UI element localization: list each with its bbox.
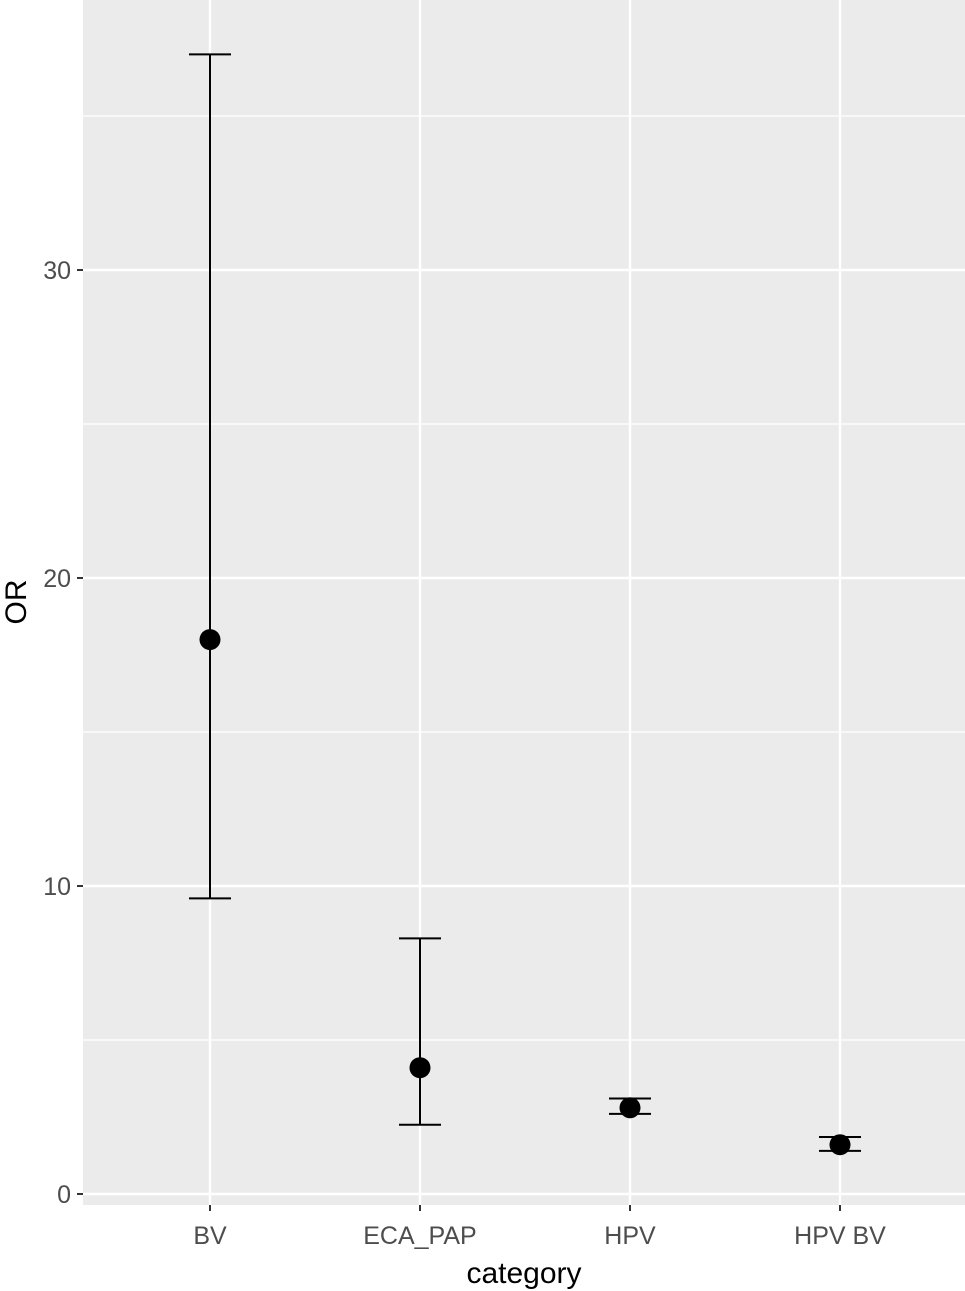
y-tick-label-30: 30 [43,257,71,285]
x-axis-title: category [466,1257,581,1290]
y-tick-label-10: 10 [43,873,71,901]
error-bars [189,53,861,1156]
point-estimate-2 [619,1097,641,1119]
x-axis: BV ECA_PAP HPV HPV BV [193,1205,886,1250]
x-tick-label-3: HPV BV [794,1222,886,1250]
y-axis-title: OR [0,580,33,625]
y-tick-label-20: 20 [43,565,71,593]
x-tick-label-0: BV [193,1222,227,1250]
minor-gridlines [83,115,965,1041]
x-tick-label-1: ECA_PAP [363,1222,476,1250]
y-axis: 0 10 20 30 [43,257,83,1209]
point-estimate-3 [829,1134,851,1156]
point-estimate-1 [409,1057,431,1079]
x-tick-label-2: HPV [604,1222,656,1250]
point-estimate-0 [199,629,221,651]
y-tick-label-0: 0 [57,1181,71,1209]
plot-panel [83,0,965,1205]
